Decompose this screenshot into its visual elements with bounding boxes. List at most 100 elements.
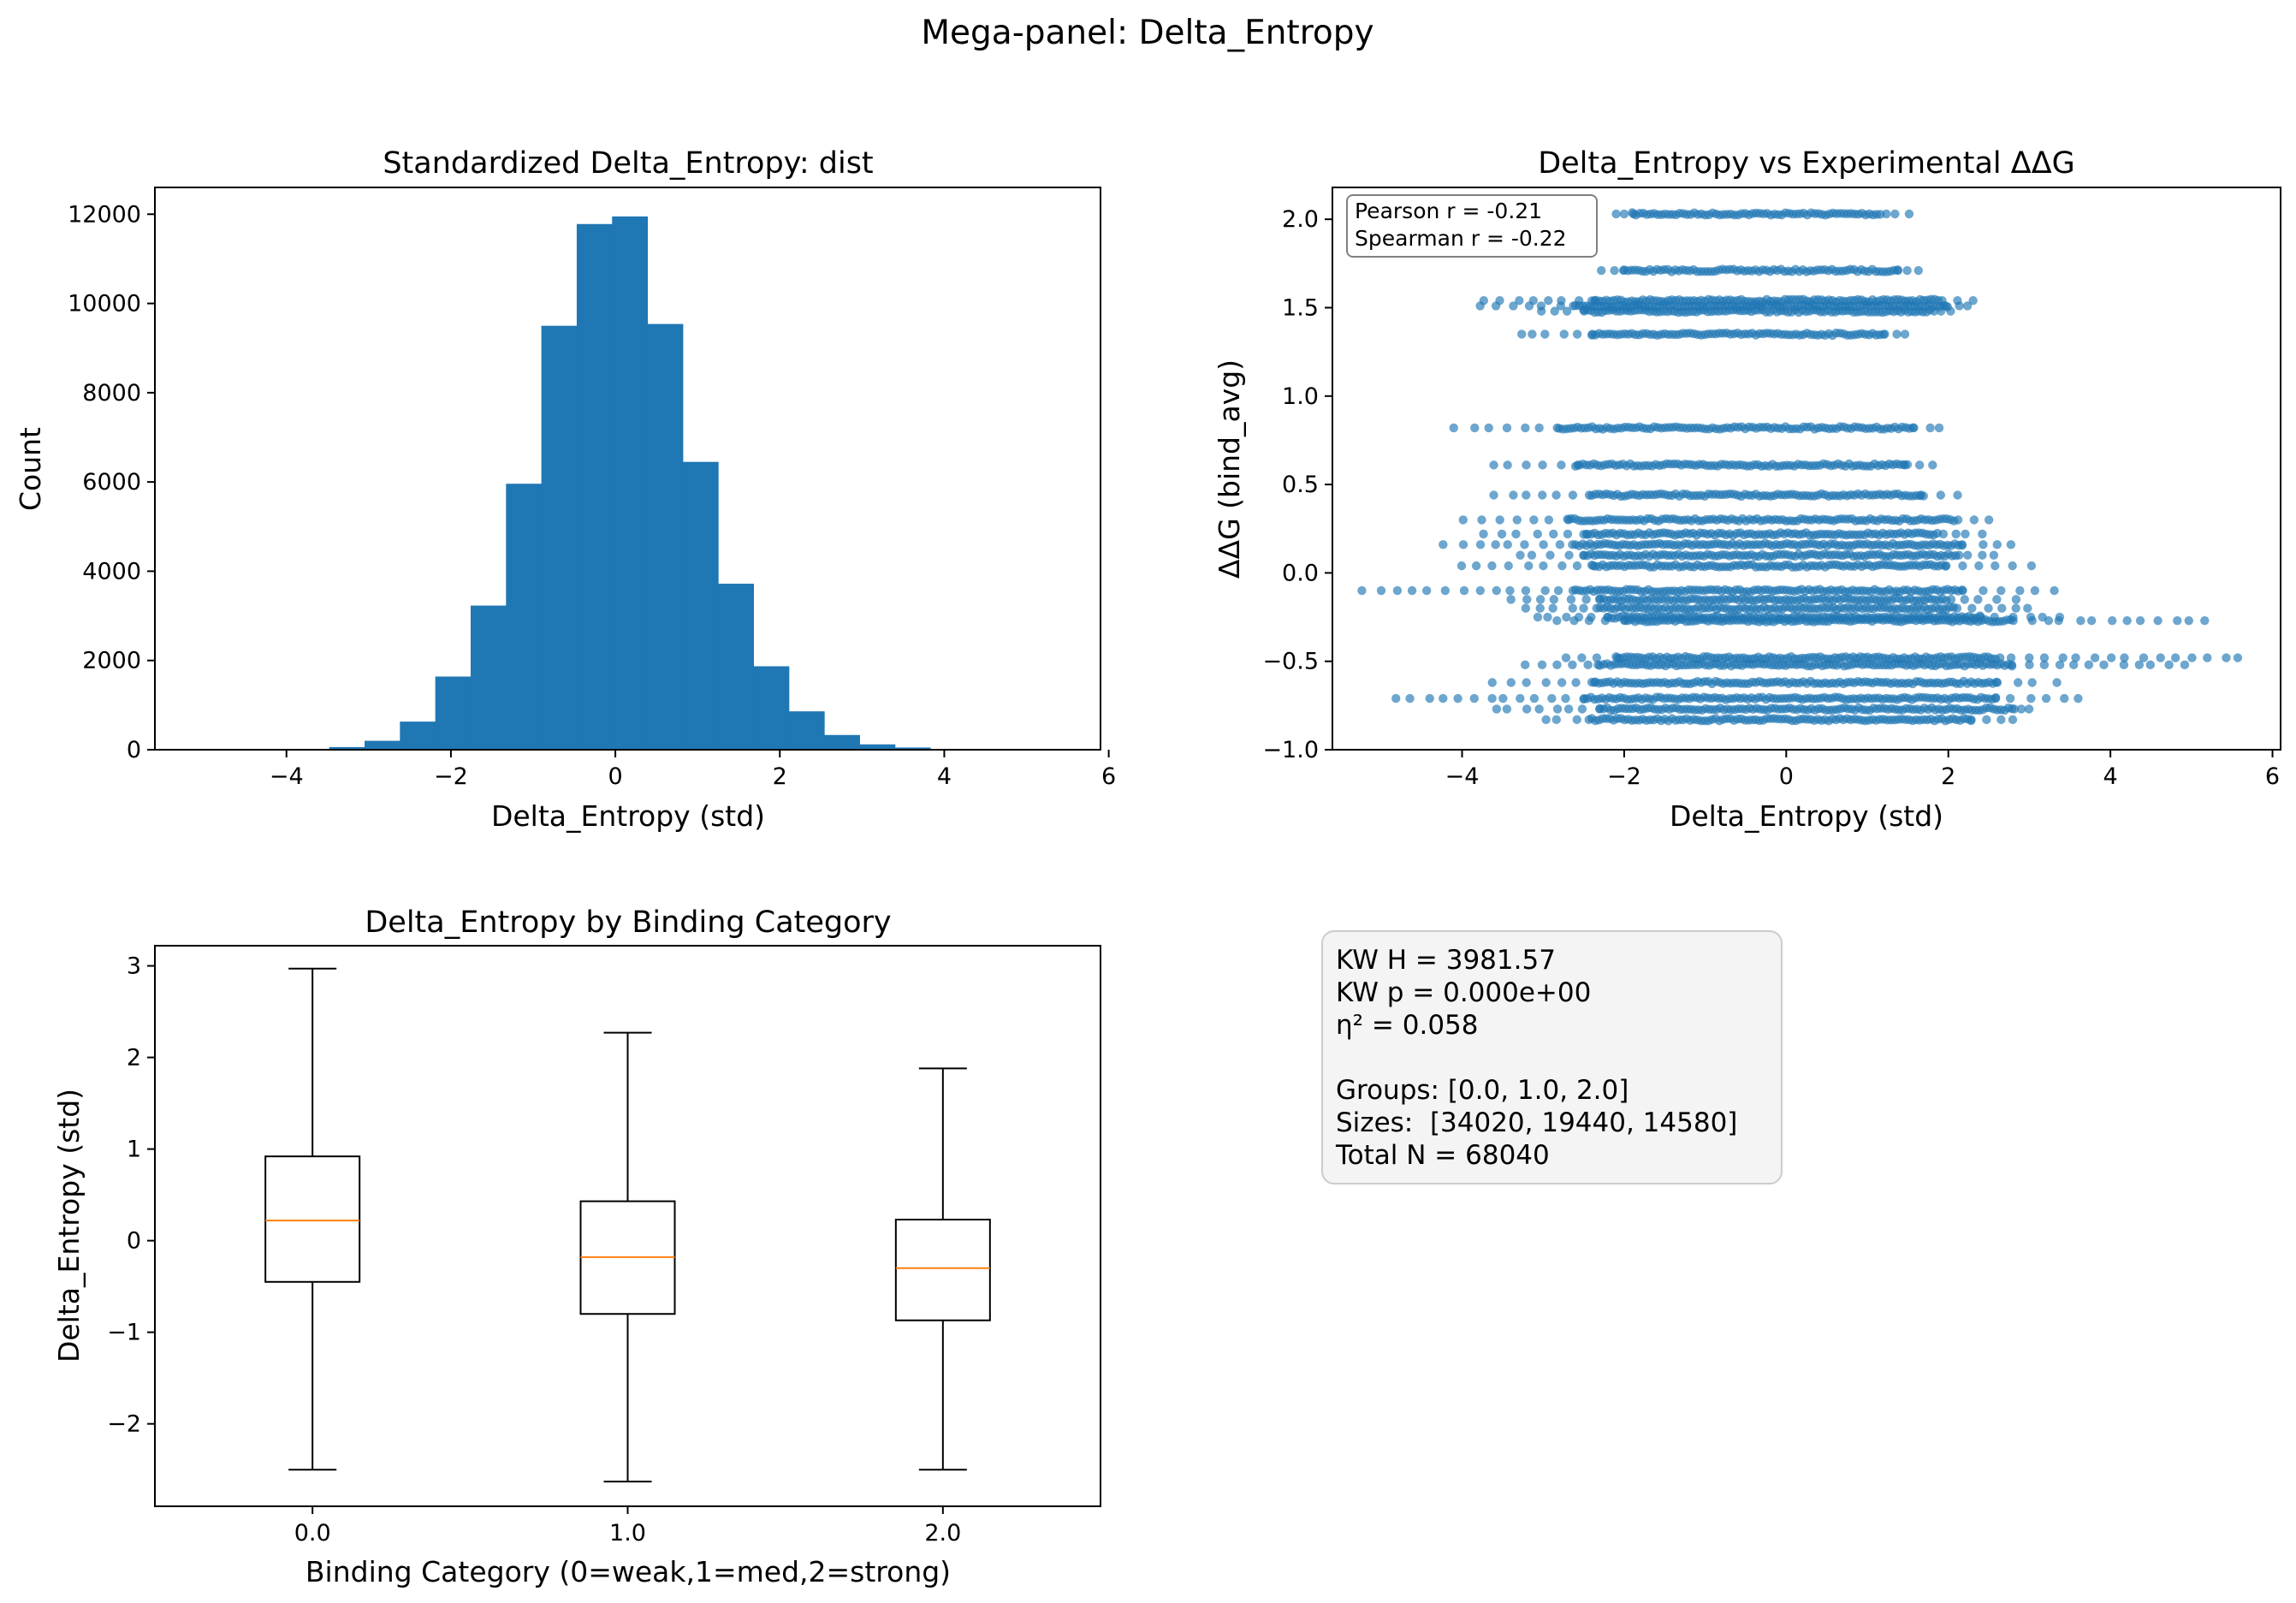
scatter-level-8 xyxy=(1489,489,1962,502)
scatter-point xyxy=(2007,660,2016,670)
scatter-level-23 xyxy=(1492,703,2034,715)
scatter-point xyxy=(1559,330,1569,339)
scatter-point xyxy=(1505,585,1515,596)
scatter-plot-frame xyxy=(1332,187,2281,751)
scatter-point xyxy=(1484,423,1493,433)
spearman-annotation: Spearman r = -0.22 xyxy=(1355,226,1567,251)
scatter-point xyxy=(1990,561,2000,571)
scatter-point xyxy=(1893,265,1903,276)
scatter-point xyxy=(1962,301,1973,311)
scatter-level-7 xyxy=(1489,459,1937,472)
scatter-y-tick-label: 2.0 xyxy=(1282,206,1319,233)
scatter-point xyxy=(1552,660,1562,670)
scatter-point xyxy=(1996,585,2006,596)
boxplot-y-tick-label: −2 xyxy=(107,1411,141,1438)
stats-total-n: Total N = 68040 xyxy=(1335,1140,1550,1171)
scatter-y-tick-label: −0.5 xyxy=(1262,649,1319,675)
scatter-point xyxy=(1946,306,1955,316)
scatter-point xyxy=(1938,529,1949,539)
scatter-point xyxy=(1579,603,1588,613)
scatter-point xyxy=(1552,615,1562,626)
scatter-point xyxy=(1573,460,1582,470)
scatter-point xyxy=(1984,603,1993,613)
scatter-point xyxy=(1571,678,1581,687)
scatter-point xyxy=(1475,301,1485,311)
scatter-point xyxy=(1579,306,1589,316)
scatter-point xyxy=(1517,330,1527,339)
scatter-point xyxy=(1953,515,1963,525)
scatter-point xyxy=(2054,615,2063,626)
scatter-point xyxy=(1544,515,1554,525)
scatter-point xyxy=(1925,423,1935,433)
box-iqr xyxy=(264,1155,361,1283)
boxplot-y-ticks: −2 −1 0 1 2 3 xyxy=(107,953,155,1438)
scatter-point xyxy=(1475,540,1486,549)
scatter-point xyxy=(1492,704,1502,714)
scatter-point xyxy=(2120,653,2129,662)
scatter-point xyxy=(2024,704,2034,714)
scatter-point xyxy=(2187,653,2197,662)
scatter-point xyxy=(1529,515,1539,525)
boxplot-x-tick-label: 2.0 xyxy=(924,1520,961,1547)
scatter-point xyxy=(1967,715,1976,725)
scatter-point xyxy=(2086,615,2097,626)
scatter-point xyxy=(1595,704,1605,714)
scatter-level-1 xyxy=(1597,264,1923,276)
scatter-point xyxy=(2009,704,2020,714)
scatter-y-tick-label: −1.0 xyxy=(1262,737,1319,763)
scatter-point xyxy=(2173,615,2182,626)
scatter-point xyxy=(2025,660,2034,670)
scatter-point xyxy=(1552,704,1563,714)
box-1.0 xyxy=(579,1031,676,1483)
scatter-point xyxy=(1479,529,1488,539)
scatter-point xyxy=(1504,561,1513,571)
boxplot-x-axis-label: Binding Category (0=weak,1=med,2=strong) xyxy=(306,1555,951,1588)
boxplot-panel: Delta_Entropy by Binding Category 0.0 1.0… xyxy=(52,905,1101,1588)
boxplot-y-tick-label: 3 xyxy=(127,953,141,980)
scatter-y-ticks: −1.0 −0.5 0.0 0.5 1.0 1.5 2.0 xyxy=(1262,206,1332,763)
scatter-point xyxy=(1900,330,1910,339)
scatter-point xyxy=(1618,265,1629,276)
scatter-point xyxy=(1974,561,1984,571)
scatter-point xyxy=(2060,693,2069,704)
histogram-bar-13 xyxy=(788,711,825,750)
scatter-point xyxy=(1439,540,1448,549)
scatter-point xyxy=(1543,612,1552,622)
scatter-point xyxy=(1610,265,1619,276)
scatter-point xyxy=(1969,515,1979,525)
scatter-point xyxy=(1515,296,1524,306)
scatter-point xyxy=(2011,603,2020,613)
scatter-x-ticks: −4 −2 0 2 4 6 xyxy=(1445,750,2280,790)
scatter-point xyxy=(1997,603,2007,613)
scatter-point xyxy=(1978,529,1987,539)
histogram-bar-0 xyxy=(329,746,365,750)
histogram-bar-16 xyxy=(894,747,931,750)
scatter-point xyxy=(1568,490,1578,500)
scatter-point xyxy=(1902,265,1912,276)
boxplot-title: Delta_Entropy by Binding Category xyxy=(365,905,891,940)
boxplot-y-tick-label: 0 xyxy=(127,1228,141,1255)
scatter-point xyxy=(1470,423,1480,433)
scatter-point xyxy=(1534,704,1544,714)
scatter-point xyxy=(1916,490,1925,500)
scatter-point xyxy=(2134,660,2145,670)
scatter-point xyxy=(2122,615,2132,626)
scatter-point xyxy=(2106,653,2116,662)
histogram-bar-9 xyxy=(647,324,684,750)
scatter-level-14 xyxy=(1357,585,2059,597)
scatter-point xyxy=(1594,595,1605,604)
stats-box xyxy=(1321,930,1783,1184)
scatter-point xyxy=(1572,330,1582,339)
scatter-point xyxy=(1475,585,1485,596)
scatter-point xyxy=(1936,490,1946,500)
scatter-point xyxy=(1549,595,1559,604)
scatter-point xyxy=(2069,660,2079,670)
boxplot-y-tick-label: 2 xyxy=(127,1045,141,1072)
scatter-point xyxy=(1492,585,1501,596)
scatter-point xyxy=(2119,660,2129,670)
scatter-point xyxy=(2055,660,2065,670)
histogram-bar-7 xyxy=(576,223,613,750)
histogram-bar-3 xyxy=(435,676,472,750)
histogram-x-tick-label: −4 xyxy=(270,763,304,790)
scatter-point xyxy=(1569,615,1579,626)
